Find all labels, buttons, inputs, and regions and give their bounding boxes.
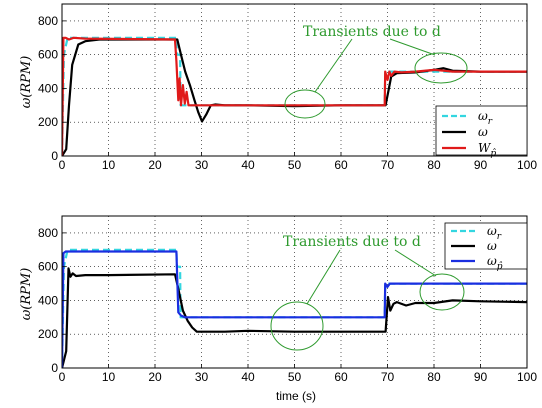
x-tick-label: 50 <box>288 370 302 384</box>
y-tick-label: 800 <box>38 226 58 240</box>
annotation-pointer <box>394 249 437 277</box>
y-tick-label: 400 <box>38 293 58 307</box>
tick-labels: 0 10 20 30 40 50 60 70 80 90 100 0 200 400 600 800 <box>38 226 537 384</box>
grid-lines <box>62 216 527 368</box>
highlight-ellipse <box>419 273 465 311</box>
annotation-text: Transients due to d <box>303 24 441 40</box>
x-tick-label: 20 <box>148 158 162 172</box>
x-axis-label: time (s) <box>276 389 316 403</box>
series-line-1 <box>62 267 527 368</box>
y-axis-label: ω(RPM) <box>19 268 34 321</box>
legend-label: ωr <box>487 224 502 242</box>
y-tick-label: 0 <box>51 149 58 163</box>
legend-box <box>435 105 528 156</box>
legend: ωrω Wp̂ <box>435 105 528 159</box>
x-tick-label: 0 <box>59 370 66 384</box>
y-tick-label: 800 <box>38 14 58 28</box>
x-tick-label: 100 <box>517 158 537 172</box>
highlight-ellipse <box>270 301 324 351</box>
x-tick-label: 30 <box>195 158 209 172</box>
annotation-pointer-lines <box>306 249 437 305</box>
annotation-pointer-lines <box>314 38 436 93</box>
y-axis-label: ω(RPM) <box>19 56 34 109</box>
y-tick-label: 200 <box>38 327 58 341</box>
series-line-2 <box>62 36 527 156</box>
x-tick-label: 40 <box>241 158 255 172</box>
annotation-pointer <box>314 38 353 93</box>
x-tick-label: 70 <box>381 370 395 384</box>
x-tick-label: 90 <box>474 158 488 172</box>
x-tick-label: 10 <box>102 158 116 172</box>
x-tick-label: 0 <box>59 158 66 172</box>
x-tick-label: 40 <box>241 370 255 384</box>
legend-label: ωr <box>478 109 493 127</box>
y-tick-label: 400 <box>38 81 58 95</box>
series-lines <box>62 248 527 368</box>
x-tick-label: 90 <box>474 370 488 384</box>
x-tick-label: 20 <box>148 370 162 384</box>
x-tick-label: 50 <box>288 158 302 172</box>
series-line-2 <box>62 250 527 368</box>
x-tick-label: 10 <box>102 370 116 384</box>
highlight-ellipses <box>270 273 465 351</box>
transient-annotation: Transients due to d <box>284 24 468 119</box>
chart-panel-bottom: 0 10 20 30 40 50 60 70 80 90 100 0 200 400 600 800 ω(RP… <box>19 215 537 403</box>
x-tick-label: 70 <box>381 158 395 172</box>
legend-label: ωp̂ <box>487 254 503 272</box>
legend-label: Wp̂ <box>478 141 496 159</box>
highlight-ellipses <box>284 52 468 119</box>
tick-labels: 0 10 20 30 40 50 60 70 80 90 100 0 200 400 600 800 <box>38 14 537 172</box>
legend-label: ω <box>487 239 497 253</box>
annotation-text: Transients due to d <box>283 234 421 250</box>
annotation-pointer <box>389 38 436 56</box>
series-lines <box>62 36 527 156</box>
highlight-ellipse <box>284 89 326 119</box>
y-tick-label: 600 <box>38 48 58 62</box>
x-tick-label: 60 <box>334 158 348 172</box>
y-tick-label: 600 <box>38 260 58 274</box>
x-tick-label: 80 <box>427 158 441 172</box>
x-tick-label: 60 <box>334 370 348 384</box>
y-tick-label: 0 <box>51 361 58 375</box>
x-tick-label: 80 <box>427 370 441 384</box>
annotation-pointer <box>306 249 341 305</box>
legend-label: ω <box>478 125 488 139</box>
chart-panel-top: 0 10 20 30 40 50 60 70 80 90 100 0 200 400 600 800 ω(RP… <box>19 3 537 172</box>
highlight-ellipse <box>414 52 468 84</box>
y-tick-label: 200 <box>38 115 58 129</box>
x-tick-label: 30 <box>195 370 209 384</box>
x-tick-label: 100 <box>517 370 537 384</box>
transient-annotation: Transients due to d <box>270 234 465 351</box>
